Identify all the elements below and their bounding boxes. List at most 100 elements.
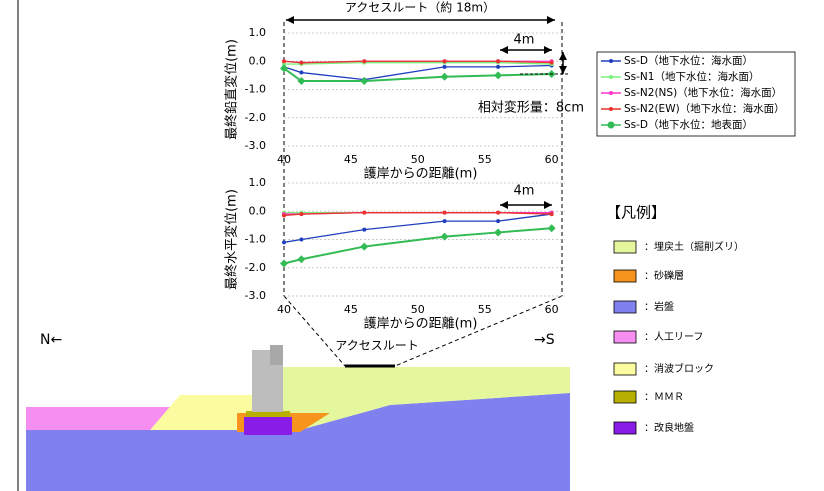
legend-marker <box>609 75 613 79</box>
y-tick-label: -1.0 <box>245 233 266 246</box>
legend-marker <box>609 59 613 63</box>
legend-label: ：岩盤 <box>644 300 674 313</box>
bedrock <box>26 393 570 491</box>
legend-label: Ss-D（地下水位：地表面） <box>624 118 753 131</box>
marker <box>360 242 369 251</box>
x-tick-label: 50 <box>411 153 425 166</box>
access-route-label: アクセスルート <box>335 339 418 353</box>
x-tick-label: 40 <box>277 153 291 166</box>
legend-swatch <box>613 269 637 283</box>
zoom-line <box>283 295 346 367</box>
marker <box>442 64 447 69</box>
series-line <box>283 67 552 83</box>
marker <box>362 227 367 232</box>
x-tick-label: 50 <box>411 303 425 316</box>
marker <box>299 237 304 242</box>
legend-label: ：人工リーフ <box>644 331 703 343</box>
x-axis-title: 護岸からの距離(m) <box>364 166 478 182</box>
marker <box>280 64 288 73</box>
marker <box>362 59 367 64</box>
deform-arrow-head <box>559 66 567 74</box>
wave-block <box>150 395 252 430</box>
legend-label: Ss-N2(NS)（地下水位：海水面） <box>624 86 782 99</box>
span-arrow-head <box>544 46 552 54</box>
x-tick-label: 55 <box>478 303 492 316</box>
legend-swatch <box>613 421 637 435</box>
legend-label: ：埋戻土（掘削ズリ） <box>644 240 744 253</box>
annotation: 4m <box>514 33 535 48</box>
x-tick-label: 40 <box>277 303 291 316</box>
series-line <box>283 60 552 64</box>
caisson-crown <box>270 345 283 365</box>
marker <box>282 59 286 64</box>
backfill <box>283 367 570 430</box>
marker <box>440 232 449 241</box>
y-tick-label: 1.0 <box>249 176 267 189</box>
legend-swatch <box>613 300 637 314</box>
series-line <box>283 212 552 217</box>
series-line <box>283 64 552 81</box>
legend-marker <box>609 91 613 95</box>
south-label: →S <box>534 332 555 348</box>
y-axis-title: 最終鉛直変位(m) <box>224 39 240 140</box>
annotation: 相対変形量：8cm <box>478 100 584 116</box>
x-tick-label: 45 <box>344 153 358 166</box>
y-tick-label: -3.0 <box>245 289 266 302</box>
x-tick-label: 60 <box>545 303 559 316</box>
x-axis-title: 護岸からの距離(m) <box>364 316 478 332</box>
marker <box>299 70 304 75</box>
legend-marker <box>609 107 613 111</box>
y-tick-label: -2.0 <box>245 111 266 124</box>
legend-label: ：改良地盤 <box>644 421 694 434</box>
legend-label: ：砂礫層 <box>644 269 684 282</box>
legend-label: Ss-D（地下水位：海水面） <box>624 54 753 67</box>
legend-title: 【凡例】 <box>606 204 666 222</box>
y-tick-label: -2.0 <box>245 261 266 274</box>
marker <box>442 219 447 224</box>
mmr <box>246 411 290 417</box>
marker <box>280 259 288 268</box>
legend-label: ：消波ブロック <box>644 362 714 375</box>
marker <box>494 71 503 80</box>
marker <box>442 210 447 215</box>
route-arrow-head <box>547 16 555 24</box>
span-arrow-head <box>500 46 508 54</box>
y-tick-label: 1.0 <box>249 26 267 39</box>
marker <box>549 60 554 65</box>
marker <box>549 212 554 217</box>
marker <box>442 59 447 64</box>
marker <box>496 64 501 69</box>
marker <box>362 210 367 215</box>
y-tick-label: 0.0 <box>249 204 267 217</box>
y-tick-label: 0.0 <box>249 54 267 67</box>
x-tick-label: 55 <box>478 153 492 166</box>
legend-label: Ss-N2(EW)（地下水位：海水面） <box>624 102 785 115</box>
marker <box>282 213 286 218</box>
route-arrow-head <box>286 16 294 24</box>
span-arrow-head <box>544 201 552 209</box>
marker <box>299 60 304 65</box>
y-tick-label: -1.0 <box>245 83 266 96</box>
legend-marker <box>607 121 615 129</box>
artificial-reef <box>26 407 180 430</box>
x-tick-label: 60 <box>545 153 559 166</box>
marker <box>494 228 503 237</box>
annotation: アクセスルート（約 18m） <box>345 0 495 15</box>
marker <box>360 77 369 86</box>
legend-swatch <box>613 390 637 404</box>
north-label: N← <box>40 332 62 348</box>
legend-swatch <box>613 362 637 376</box>
series-line <box>283 227 552 265</box>
zoom-line <box>394 295 563 367</box>
marker <box>299 212 304 217</box>
marker <box>440 72 449 81</box>
series-line <box>284 62 552 65</box>
legend-label: Ss-N1（地下水位：海水面） <box>624 70 759 83</box>
cross-section: N← →S アクセスルート 【凡例】 <box>26 22 666 491</box>
y-tick-label: -3.0 <box>245 139 266 152</box>
annotation: 4m <box>514 184 535 199</box>
legend-swatch <box>613 330 637 344</box>
x-tick-label: 45 <box>344 303 358 316</box>
